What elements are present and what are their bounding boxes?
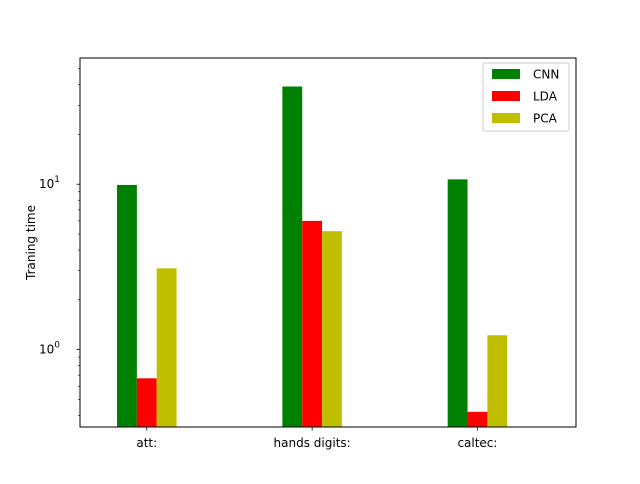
y-tick-label: 100 bbox=[39, 341, 60, 357]
legend-label-pca: PCA bbox=[533, 112, 558, 126]
legend-label-lda: LDA bbox=[533, 90, 558, 104]
bar-cnn-2 bbox=[447, 179, 468, 427]
bar-cnn-0 bbox=[117, 184, 137, 427]
y-axis-label: Traning time bbox=[24, 205, 38, 281]
x-tick-label: caltec: bbox=[457, 436, 497, 450]
legend-label-cnn: CNN bbox=[533, 68, 559, 82]
bars-layer bbox=[117, 86, 508, 427]
axes-frame bbox=[79, 57, 577, 428]
legend: CNN LDA PCA bbox=[482, 62, 570, 132]
legend-items: CNN LDA PCA bbox=[492, 68, 559, 126]
legend-swatch-lda bbox=[492, 91, 520, 101]
bar-pca-0 bbox=[156, 268, 177, 427]
x-tick-label: att: bbox=[136, 436, 157, 450]
y-axis-ticks: 100 101 bbox=[39, 68, 80, 416]
bar-lda-0 bbox=[136, 378, 157, 427]
bar-pca-2 bbox=[487, 335, 508, 427]
bar-lda-2 bbox=[467, 411, 488, 427]
x-axis-ticks: att: hands digits: caltec: bbox=[136, 427, 497, 450]
legend-swatch-cnn bbox=[492, 69, 520, 79]
bar-pca-1 bbox=[322, 231, 342, 427]
y-tick-label: 101 bbox=[39, 175, 60, 191]
bar-cnn-1 bbox=[282, 86, 303, 427]
legend-swatch-pca bbox=[492, 113, 520, 123]
x-tick-label: hands digits: bbox=[274, 436, 351, 450]
bar-lda-1 bbox=[302, 220, 323, 427]
